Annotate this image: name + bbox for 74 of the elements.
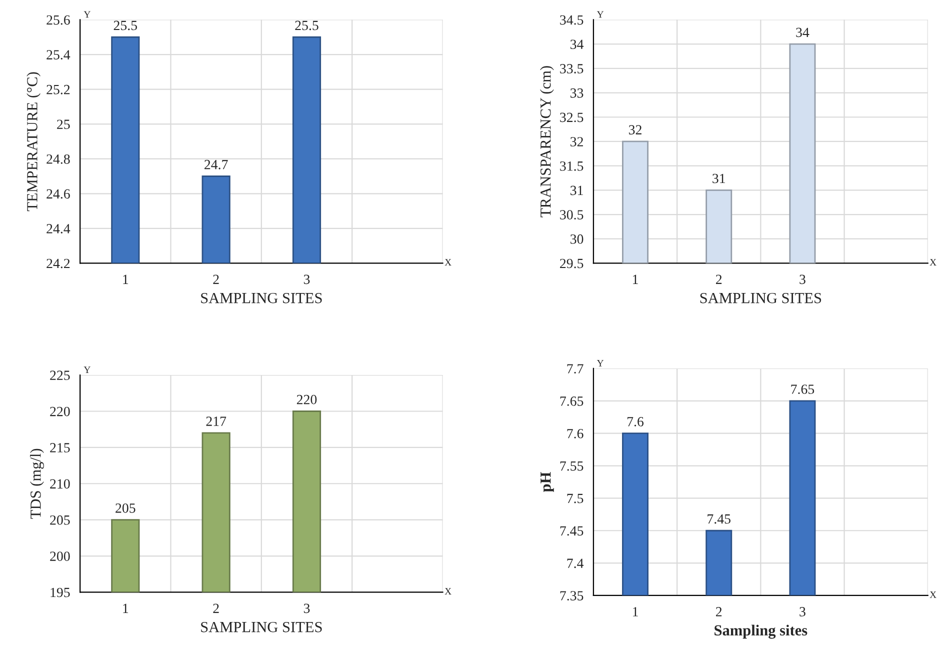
data-label: 205 xyxy=(116,503,136,513)
x-tick-label: 2 xyxy=(213,604,219,613)
x-tick-label: 3 xyxy=(304,274,310,284)
text: Y xyxy=(84,366,90,373)
x-tick-label: 3 xyxy=(800,274,806,284)
y-tick-label: 7.35 xyxy=(560,591,584,601)
y-tick-label: 29.5 xyxy=(560,258,584,268)
y-tick-label: 32 xyxy=(570,137,583,146)
text: Y xyxy=(84,11,90,18)
x-axis-title: SAMPLING SITES xyxy=(201,292,322,304)
text: X xyxy=(930,259,936,266)
y-tick-label: 200 xyxy=(50,552,70,561)
y-tick-label: 25.4 xyxy=(46,50,70,60)
data-label: 217 xyxy=(206,416,226,426)
y-tick-label: 30.5 xyxy=(560,210,584,220)
data-label: 7.6 xyxy=(627,417,644,426)
y-tick-label: 225 xyxy=(50,370,70,380)
y-tick-label: 34.5 xyxy=(560,15,584,25)
data-label: 220 xyxy=(296,394,317,404)
y-tick-label: 25.2 xyxy=(46,84,70,94)
y-tick-label: 24.6 xyxy=(46,189,70,199)
y-tick-label: 7.5 xyxy=(567,494,584,504)
y-tick-label: 7.65 xyxy=(560,396,584,406)
y-tick-label: 25 xyxy=(57,120,70,130)
x-axis-title: SAMPLING SITES xyxy=(700,292,822,304)
x-tick-label: 2 xyxy=(716,607,722,616)
x-tick-label: 2 xyxy=(716,274,722,284)
y-axis-title: pH xyxy=(540,472,554,492)
y-tick-label: 34 xyxy=(570,40,584,50)
y-tick-label: 7.45 xyxy=(560,526,584,536)
x-tick-label: 1 xyxy=(633,274,638,284)
y-tick-label: 24.4 xyxy=(46,224,70,234)
y-axis-title: TDS (mg/l) xyxy=(30,448,44,519)
y-axis-title: TEMPERATURE (°C) xyxy=(26,72,40,212)
x-tick-label: 1 xyxy=(633,607,638,616)
y-tick-label: 24.2 xyxy=(46,258,70,268)
data-label: 31 xyxy=(712,174,725,184)
y-tick-label: 31 xyxy=(570,186,583,196)
data-label: 25.5 xyxy=(295,20,318,30)
y-tick-label: 33 xyxy=(570,88,584,98)
y-axis-title: TRANSPARENCY (cm) xyxy=(540,66,554,218)
text: Y xyxy=(596,360,604,366)
y-tick-label: 220 xyxy=(50,406,70,416)
y-tick-label: 205 xyxy=(50,515,70,525)
x-tick-label: 2 xyxy=(213,274,219,284)
y-tick-label: 215 xyxy=(50,443,70,452)
x-tick-label: 1 xyxy=(123,274,128,284)
text: Y xyxy=(596,11,604,18)
x-tick-label: 3 xyxy=(800,607,806,616)
y-tick-label: 33.5 xyxy=(560,64,584,74)
data-label: 25.5 xyxy=(114,20,138,30)
text: X xyxy=(930,591,936,598)
text: X xyxy=(444,588,452,595)
y-tick-label: 210 xyxy=(50,479,70,489)
x-axis-title: Sampling sites xyxy=(714,624,808,639)
x-tick-label: 1 xyxy=(123,604,128,613)
x-tick-label: 3 xyxy=(304,604,310,614)
y-tick-label: 7.6 xyxy=(567,428,584,438)
y-tick-label: 30 xyxy=(570,234,584,244)
y-tick-label: 7.4 xyxy=(567,558,584,568)
data-label: 24.7 xyxy=(204,160,228,170)
y-tick-label: 31.5 xyxy=(560,161,584,171)
data-label: 7.65 xyxy=(791,384,814,394)
data-label: 32 xyxy=(628,125,642,134)
x-axis-title: SAMPLING SITES xyxy=(201,622,322,632)
y-tick-label: 24.8 xyxy=(46,154,70,164)
y-tick-label: 7.7 xyxy=(567,364,584,374)
text: X xyxy=(444,259,452,266)
data-label: 34 xyxy=(796,28,810,38)
y-tick-label: 195 xyxy=(50,588,70,598)
y-tick-label: 32.5 xyxy=(560,112,584,122)
data-label: 7.45 xyxy=(708,514,730,524)
y-tick-label: 7.55 xyxy=(560,461,584,471)
y-tick-label: 25.6 xyxy=(46,15,70,25)
